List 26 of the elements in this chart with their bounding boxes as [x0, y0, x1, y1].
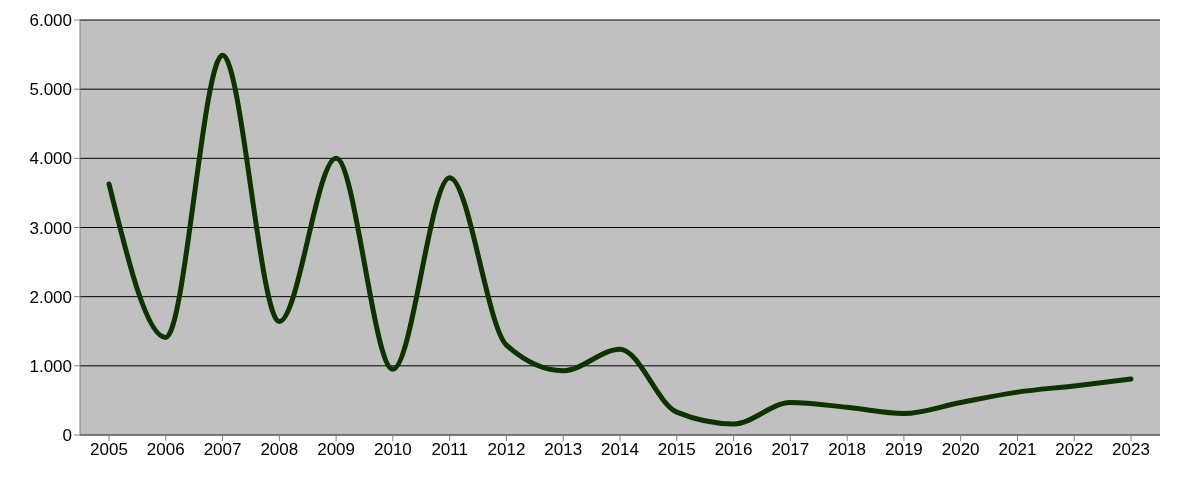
- x-tick-label: 2010: [373, 440, 412, 460]
- x-tick-label: 2018: [828, 440, 867, 460]
- x-tick-label: 2015: [657, 440, 696, 460]
- x-tick-label: 2009: [317, 440, 356, 460]
- x-tick-label: 2008: [260, 440, 299, 460]
- x-tick-label: 2022: [1055, 440, 1094, 460]
- y-tick-label: 3.000: [29, 218, 72, 238]
- y-tick-label: 6.000: [29, 11, 72, 31]
- y-tick-label: 4.000: [29, 149, 72, 169]
- y-tick-label: 0: [62, 426, 72, 446]
- x-tick-label: 2023: [1112, 440, 1150, 460]
- y-tick-label: 2.000: [29, 287, 72, 307]
- x-tick-label: 2013: [544, 440, 583, 460]
- x-tick-label: 2007: [203, 440, 242, 460]
- x-tick-label: 2017: [771, 440, 810, 460]
- y-tick-label: 5.000: [29, 80, 72, 100]
- x-tick-label: 2005: [90, 440, 128, 460]
- x-tick-label: 2019: [884, 440, 923, 460]
- x-tick-label: 2006: [146, 440, 185, 460]
- x-tick-label: 2012: [487, 440, 526, 460]
- x-tick-label: 2020: [941, 440, 980, 460]
- x-tick-label: 2016: [714, 440, 753, 460]
- y-tick-label: 1.000: [29, 356, 72, 376]
- x-tick-label: 2014: [601, 440, 639, 460]
- x-tick-label: 2011: [431, 440, 468, 460]
- x-tick-label: 2021: [998, 440, 1037, 460]
